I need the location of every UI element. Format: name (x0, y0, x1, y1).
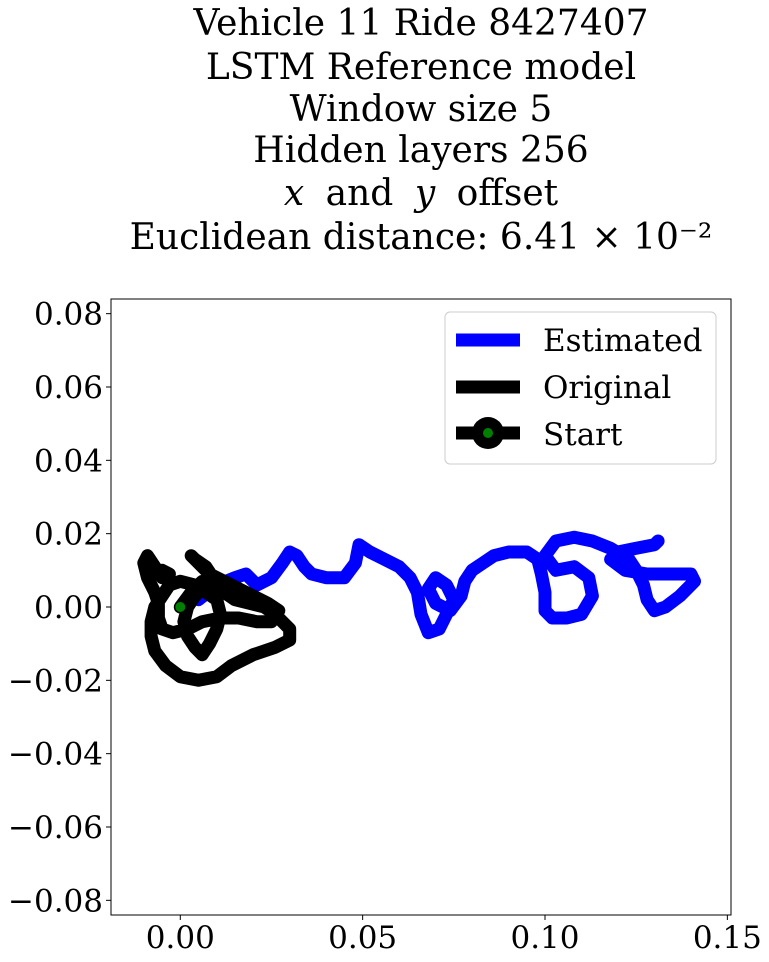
title-line-4: Hidden layers 256 (253, 130, 588, 171)
y-tick-label: 0.04 (34, 443, 103, 479)
start-marker (175, 602, 186, 612)
x-tick-label: 0.15 (693, 920, 762, 956)
y-axis: 0.08 0.06 0.04 0.02 0.00 −0.02 −0.04 −0.06 −0.08 (8, 297, 111, 919)
y-tick-label: 0.02 (34, 517, 103, 553)
plot-data (137, 530, 701, 687)
title-line-5: x and y offset (284, 173, 559, 214)
legend: Estimated Original Start (444, 311, 717, 465)
title-and: and (326, 173, 394, 214)
y-tick-label: 0.08 (34, 297, 103, 333)
y-tick-label: −0.04 (8, 737, 103, 773)
title-math-x: x (284, 173, 304, 214)
title-math-y: y (413, 173, 436, 214)
title-offset: offset (457, 173, 559, 214)
y-tick-label: −0.02 (8, 663, 103, 699)
series-line-original (137, 549, 297, 687)
title-line-2: LSTM Reference model (206, 47, 636, 88)
x-tick-label: 0.05 (328, 920, 397, 956)
x-axis: 0.00 0.05 0.10 0.15 (146, 915, 762, 956)
chart-title: Vehicle 11 Ride 8427407 LSTM Reference m… (130, 3, 713, 258)
legend-label-estimated: Estimated (543, 323, 702, 359)
x-tick-label: 0.10 (510, 920, 579, 956)
y-tick-label: 0.06 (34, 370, 103, 406)
y-tick-label: 0.00 (34, 590, 103, 626)
title-line-1: Vehicle 11 Ride 8427407 (192, 3, 648, 44)
legend-box (444, 311, 717, 465)
y-tick-label: −0.08 (8, 883, 103, 919)
legend-label-start: Start (543, 417, 623, 453)
x-tick-label: 0.00 (146, 920, 215, 956)
y-tick-label: −0.06 (8, 810, 103, 846)
legend-start-marker-inner (483, 428, 493, 438)
series-line-estimated (192, 530, 701, 640)
title-line-3: Window size 5 (290, 89, 553, 130)
legend-label-original: Original (543, 370, 671, 406)
title-line-6: Euclidean distance: 6.41 × 10⁻² (130, 217, 713, 258)
